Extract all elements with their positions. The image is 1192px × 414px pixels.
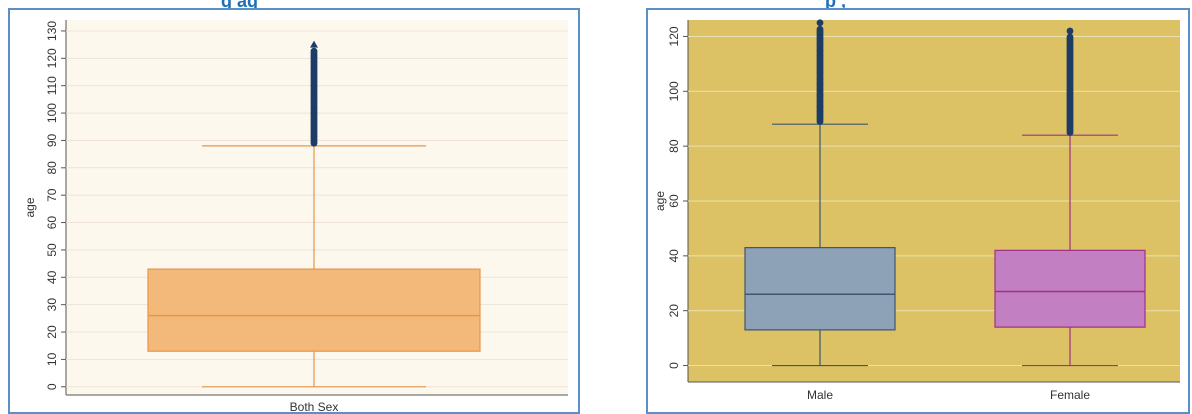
y-tick-label: 80 [45, 161, 59, 175]
box-female [994, 249, 1146, 328]
y-tick-label: 40 [667, 249, 681, 263]
outlier-max-point-male [816, 19, 824, 27]
y-tick-label: 20 [667, 304, 681, 318]
y-tick-label: 90 [45, 133, 59, 147]
outlier-point-male [816, 25, 824, 33]
category-label-both-sex: Both Sex [290, 400, 339, 412]
category-label-female: Female [1050, 388, 1090, 402]
y-axis-label: age [23, 197, 37, 217]
y-tick-label: 20 [45, 325, 59, 339]
y-tick-label: 110 [45, 76, 59, 95]
boxplot-both-sex: 0 10 20 30 40 50 60 70 80 90 100 110 120 130 age Both S… [23, 20, 568, 412]
outlier-max-marker-both-sex [310, 40, 318, 48]
y-axis-label: age [653, 191, 667, 211]
y-tick-label: 50 [45, 243, 59, 257]
y-tick-label: 30 [45, 298, 59, 312]
box-both-sex [147, 268, 481, 352]
right-chart-title-fragment: p , [825, 0, 846, 11]
y-tick-label: 120 [667, 26, 681, 46]
y-tick-label: 60 [667, 194, 681, 208]
y-tick-label: 100 [667, 81, 681, 101]
box-male [744, 247, 896, 331]
y-tick-label: 0 [45, 383, 59, 390]
y-tick-label: 120 [45, 48, 59, 68]
y-tick-label: 0 [667, 362, 681, 369]
outlier-max-point-female [1066, 27, 1074, 35]
y-tick-label: 40 [45, 270, 59, 284]
left-chart-title-fragment: g ag [221, 0, 259, 11]
outlier-point-both-sex [310, 47, 318, 55]
outlier-point-female [1066, 33, 1074, 41]
category-label-male: Male [807, 388, 833, 402]
boxplot-by-sex: 0 20 40 60 80 100 120 age Male Female [653, 19, 1180, 402]
chart-panel-both-sex: 0 10 20 30 40 50 60 70 80 90 100 110 120 130 age Both S… [8, 8, 580, 414]
chart-panel-by-sex: 0 20 40 60 80 100 120 age Male Female [646, 8, 1190, 414]
y-tick-label: 10 [45, 352, 59, 366]
y-tick-label: 80 [667, 139, 681, 153]
y-tick-label: 60 [45, 216, 59, 230]
y-tick-label: 70 [45, 188, 59, 202]
y-tick-label: 130 [45, 21, 59, 41]
y-tick-label: 100 [45, 103, 59, 123]
